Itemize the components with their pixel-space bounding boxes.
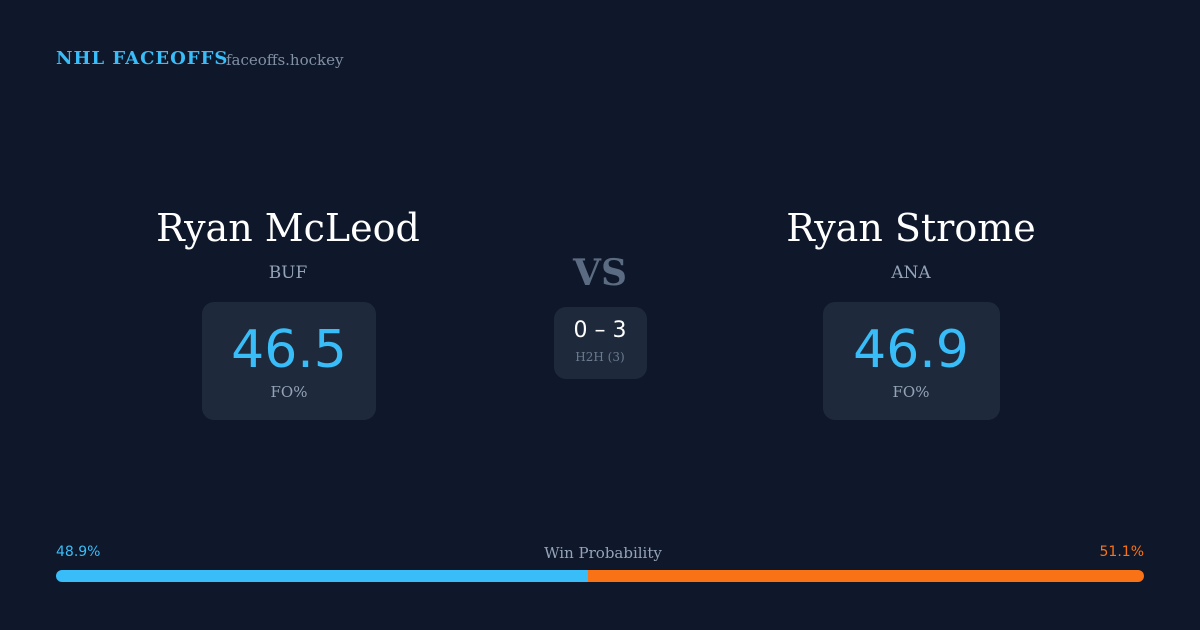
fo-pct: 46.5 [231, 320, 347, 380]
team: BUF [268, 263, 308, 283]
prob-bar-left [56, 570, 589, 582]
stat-label: FO% [892, 383, 930, 401]
h2h-card [554, 307, 647, 379]
site-name: faceoffs.hockey [226, 51, 344, 69]
stat-card [202, 302, 376, 420]
h2h-label: H2H (3) [575, 350, 625, 364]
prob-bar-right [588, 570, 1144, 582]
h2h-score: 0 – 3 [573, 318, 627, 343]
stat-label: FO% [270, 383, 308, 401]
player-name: Ryan McLeod [156, 206, 420, 250]
versus: VS [573, 252, 627, 294]
fo-pct: 46.9 [853, 320, 969, 380]
prob-right: 51.1% [1099, 544, 1144, 560]
prob-title: Win Probability [544, 544, 662, 562]
prob-left: 48.9% [56, 544, 101, 560]
team: ANA [891, 263, 931, 283]
brand-title: NHL FACEOFFS [56, 48, 229, 69]
stat-card [823, 302, 1000, 420]
player-name: Ryan Strome [786, 206, 1036, 250]
